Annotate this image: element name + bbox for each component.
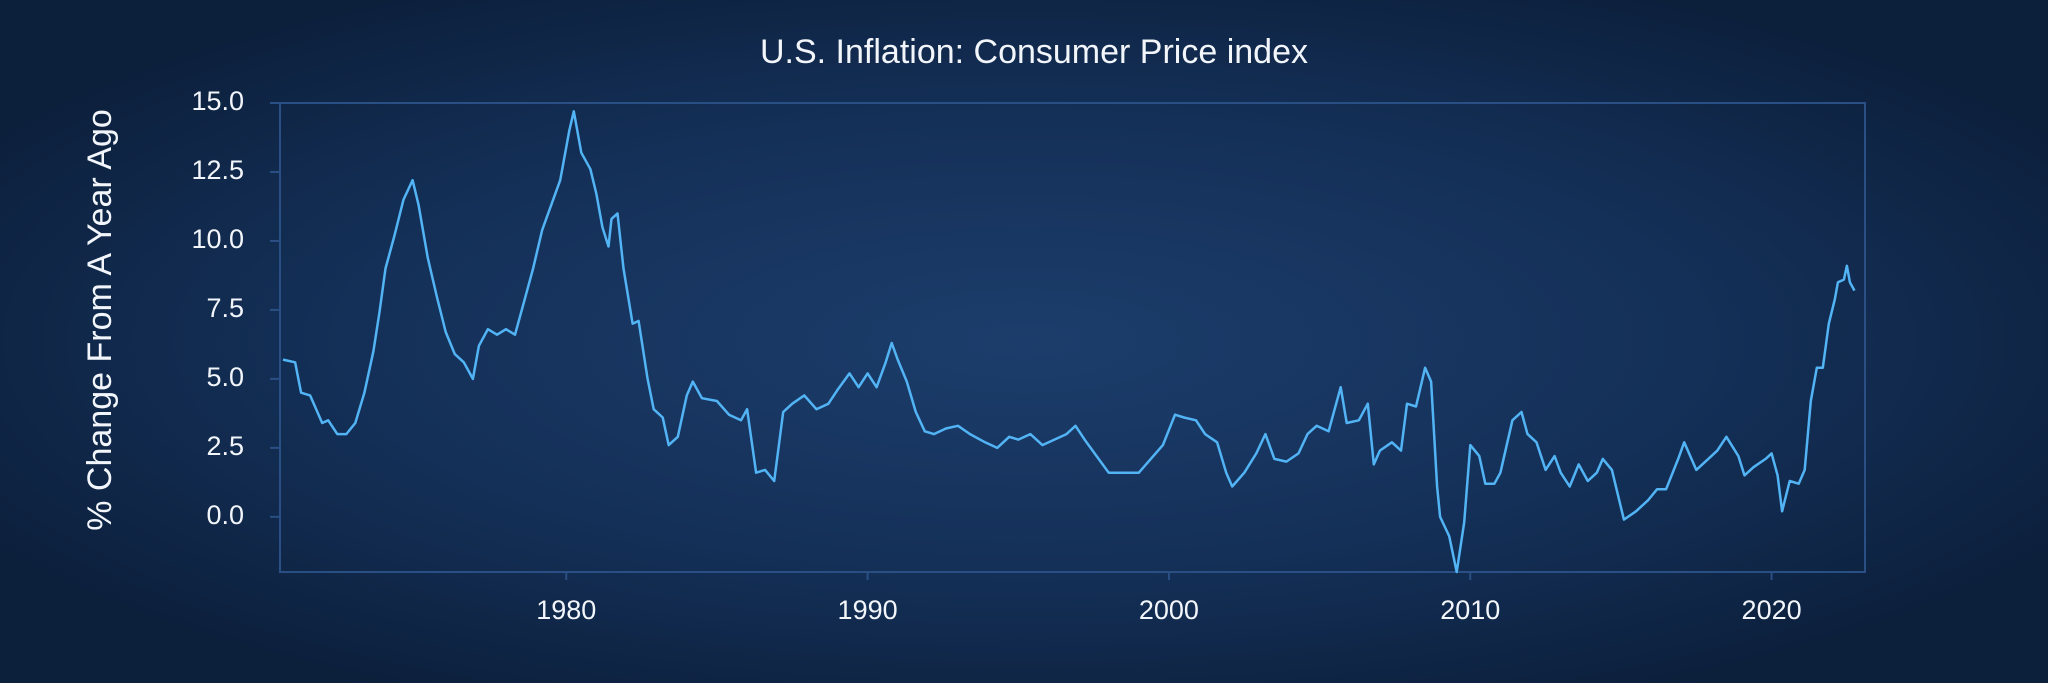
line-series (282, 110, 1856, 574)
x-tick-label: 1990 (838, 595, 898, 625)
x-tick-label: 2000 (1139, 595, 1199, 625)
y-tick-label: 10.0 (191, 224, 244, 254)
y-tick-label: 0.0 (206, 500, 244, 530)
y-tick-label: 7.5 (206, 293, 244, 323)
y-tick-label: 12.5 (191, 155, 244, 185)
y-tick-label: 15.0 (191, 86, 244, 116)
plot-frame (279, 102, 1866, 573)
y-tick-label: 5.0 (206, 362, 244, 392)
y-tick-label: 2.5 (206, 431, 244, 461)
x-tick-label: 2020 (1742, 595, 1802, 625)
y-axis-label: % Change From A Year Ago (81, 109, 119, 531)
chart-title: U.S. Inflation: Consumer Price index (760, 33, 1308, 71)
x-tick-label: 2010 (1440, 595, 1500, 625)
x-tick-label: 1980 (536, 595, 596, 625)
